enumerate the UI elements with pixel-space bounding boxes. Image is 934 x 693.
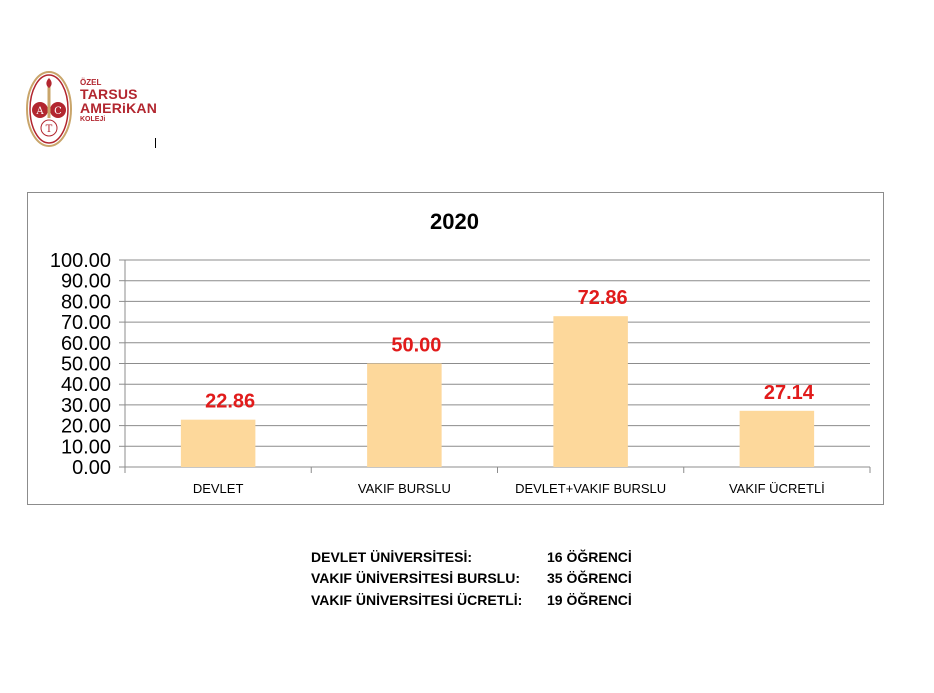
data-label: 27.14 (764, 382, 815, 404)
data-label: 22.86 (205, 391, 255, 413)
logo-letter-t: T (46, 124, 53, 135)
logo-wordmark: ÖZEL TARSUS AMERiKAN KOLEJi (80, 78, 158, 124)
x-tick-label: DEVLET+VAKIF BURSLU (515, 481, 666, 496)
bar (180, 419, 256, 467)
chart-title: 2020 (430, 209, 479, 234)
student-summary: DEVLET ÜNİVERSİTESİ: 16 ÖĞRENCİ VAKIF ÜN… (311, 546, 632, 611)
logo-line-koleji: KOLEJi (80, 116, 106, 123)
y-tick-label: 40.00 (61, 374, 111, 396)
summary-label: VAKIF ÜNİVERSİTESİ ÜCRETLİ: (311, 591, 523, 608)
x-tick-label: DEVLET (193, 481, 244, 496)
x-tick-label: VAKIF BURSLU (358, 481, 451, 496)
bar-chart: 20200.0010.0020.0030.0040.0050.0060.0070… (50, 209, 871, 496)
y-tick-label: 30.00 (61, 395, 111, 417)
data-label: 72.86 (578, 287, 628, 309)
y-tick-label: 80.00 (61, 291, 111, 313)
y-tick-label: 70.00 (61, 312, 111, 334)
bar (367, 363, 442, 467)
summary-label: DEVLET ÜNİVERSİTESİ: (311, 548, 473, 565)
logo-letter-c: C (54, 106, 62, 117)
summary-value: 16 ÖĞRENCİ (547, 548, 632, 565)
y-tick-label: 0.00 (72, 457, 111, 479)
logo-letter-a: A (35, 106, 44, 117)
bar (553, 316, 628, 467)
logo-line-amerikan: AMERiKAN (80, 100, 158, 116)
bar (739, 410, 815, 467)
y-tick-label: 20.00 (61, 416, 111, 438)
data-label: 50.00 (391, 335, 441, 357)
y-tick-label: 50.00 (61, 354, 111, 376)
school-logo: A C T ÖZEL TARSUS AMERiKAN KOLEJi (25, 70, 165, 150)
logo-emblem-icon: A C T (26, 71, 72, 147)
summary-value: 19 ÖĞRENCİ (547, 591, 632, 608)
summary-row-vakif-ucretli: VAKIF ÜNİVERSİTESİ ÜCRETLİ: 19 ÖĞRENCİ (311, 589, 632, 611)
chart-frame: 2020 0.00 10.00 20.00 30.00 40.00 50.00 60.00 70… (27, 192, 884, 505)
y-tick-label: 100.00 (50, 250, 111, 272)
y-tick-label: 10.00 (61, 436, 111, 458)
logo-line-ozel: ÖZEL (80, 78, 102, 87)
summary-label: VAKIF ÜNİVERSİTESİ BURSLU: (311, 570, 520, 587)
x-tick-label: VAKIF ÜCRETLİ (729, 481, 825, 496)
summary-value: 35 ÖĞRENCİ (547, 570, 632, 587)
logo-line-tarsus: TARSUS (80, 86, 138, 102)
summary-row-vakif-burslu: VAKIF ÜNİVERSİTESİ BURSLU: 35 ÖĞRENCİ (311, 568, 632, 590)
summary-row-devlet: DEVLET ÜNİVERSİTESİ: 16 ÖĞRENCİ (311, 546, 632, 568)
y-tick-label: 60.00 (61, 333, 111, 355)
text-cursor (155, 138, 156, 148)
y-tick-label: 90.00 (61, 271, 111, 293)
